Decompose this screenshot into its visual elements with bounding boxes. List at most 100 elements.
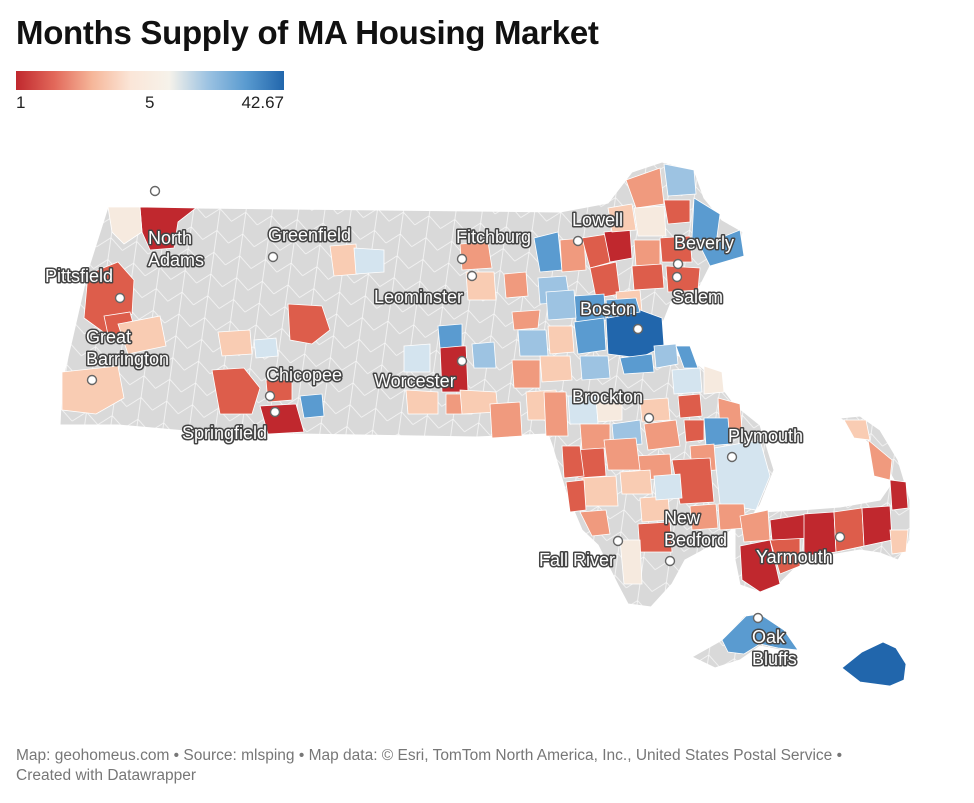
map-title: Months Supply of MA Housing Market — [16, 14, 599, 51]
town-northampton — [217, 329, 253, 357]
city-label-boston: Boston — [580, 299, 636, 319]
town-bourne — [739, 509, 771, 543]
town-cambridge — [605, 297, 641, 319]
town-wellfleet — [867, 439, 893, 481]
town-nantucket — [841, 641, 907, 687]
town-topsfield — [659, 235, 693, 263]
city-dot-salem — [671, 271, 683, 283]
town-ayer — [511, 309, 541, 331]
city-label-beverly: Beverly — [674, 233, 734, 253]
footer-credit-line: Created with Datawrapper — [16, 767, 197, 784]
town-west-boylston — [403, 343, 431, 373]
town-quincy — [619, 353, 655, 375]
city-label-yarmouth: Yarmouth — [756, 547, 833, 567]
town-dedham — [579, 355, 611, 381]
city-dot-chicopee — [264, 390, 276, 402]
city-dot-leominster — [466, 270, 478, 282]
town-beverly — [699, 229, 745, 267]
city-dot-fall-river — [612, 535, 624, 547]
town-georgetown — [663, 199, 691, 225]
legend-min-label: 1 — [16, 93, 26, 112]
town-taunton — [603, 437, 641, 471]
city-dot-yarmouth — [834, 531, 846, 543]
town-hanover — [677, 393, 703, 419]
town-pembroke — [683, 419, 705, 443]
town-hingham — [671, 367, 703, 395]
colored-town-regions — [61, 163, 909, 687]
city-dot-beverly — [672, 258, 684, 270]
town-yarmouth — [833, 507, 865, 553]
city-dot-boston — [632, 323, 644, 335]
city-label-salem: Salem — [672, 287, 723, 307]
footer-source-line: Map: geohomeus.com • Source: mlsping • M… — [16, 747, 843, 764]
town-natick — [539, 355, 573, 383]
town-ludlow — [299, 393, 325, 419]
town-great-barrington — [61, 365, 125, 415]
town-orleans — [889, 479, 909, 511]
massachusetts-map: North Adams Greenfield Fitchburg Lowell Bever… — [44, 161, 911, 687]
city-markers: North Adams Greenfield Fitchburg Lowell Bever… — [44, 185, 846, 671]
town-belchertown — [287, 303, 331, 345]
town-attleboro — [561, 445, 585, 479]
town-brockton — [643, 419, 681, 451]
town-millbury — [405, 389, 439, 415]
city-label-lowell: Lowell — [572, 210, 623, 230]
town-truro — [843, 419, 871, 441]
legend-max-label: 42.67 — [241, 93, 284, 112]
town-falmouth — [739, 539, 781, 593]
town-framingham — [517, 329, 549, 357]
town-medfield — [511, 359, 541, 389]
town-concord — [545, 289, 577, 321]
city-dot-plymouth — [726, 451, 738, 463]
town-swansea — [579, 509, 611, 537]
town-stockbridge — [117, 315, 167, 355]
town-needham — [547, 325, 575, 355]
city-label-north-adams: North Adams — [148, 228, 204, 270]
city-label-oak-bluffs: Oak Bluffs — [752, 627, 797, 669]
city-dot-brockton — [643, 412, 655, 424]
town-dennis — [861, 505, 893, 547]
town-holden — [437, 323, 463, 349]
town-newton — [573, 317, 607, 355]
town-chatham — [889, 529, 909, 555]
city-label-fitchburg: Fitchburg — [456, 227, 531, 247]
town-shrewsbury — [471, 341, 497, 369]
city-dot-worcester — [456, 355, 468, 367]
town-lakeville — [653, 473, 683, 501]
legend-gradient-bar — [16, 71, 284, 90]
city-label-plymouth: Plymouth — [728, 426, 803, 446]
town-westport — [619, 539, 643, 585]
town-westfield — [211, 367, 261, 415]
city-dot-great-barrington — [86, 374, 98, 386]
town-uxbridge — [489, 401, 523, 439]
map-footer: Map: geohomeus.com • Source: mlsping • M… — [16, 746, 946, 786]
city-label-brockton: Brockton — [572, 387, 643, 407]
town-raynham — [619, 469, 653, 495]
city-label-worcester: Worcester — [374, 371, 456, 391]
town-methuen — [607, 203, 637, 233]
city-dot-oak-bluffs — [752, 612, 764, 624]
town-rochester — [689, 503, 719, 531]
town-walpole — [543, 391, 569, 437]
city-label-fall-river: Fall River — [539, 550, 615, 570]
town-cohasset — [703, 365, 725, 395]
city-dot-springfield — [269, 406, 281, 418]
city-label-new-bedford: New Bedford — [664, 508, 727, 550]
town-lancaster — [503, 271, 529, 299]
city-label-springfield: Springfield — [182, 423, 267, 443]
town-williamstown — [107, 206, 143, 245]
city-label-pittsfield: Pittsfield — [45, 266, 113, 286]
town-sharon — [595, 397, 623, 423]
town-orange — [353, 247, 385, 275]
town-hadley — [253, 337, 279, 359]
color-legend: 1 5 42.67 — [16, 71, 284, 112]
legend-mid-label: 5 — [145, 93, 155, 112]
town-seekonk — [565, 479, 587, 513]
city-dot-fitchburg — [456, 253, 468, 265]
city-dot-north-adams — [149, 185, 161, 197]
town-weymouth — [653, 343, 679, 369]
town-rehoboth — [581, 475, 619, 507]
city-label-chicopee: Chicopee — [266, 365, 342, 385]
town-peabody — [631, 263, 665, 291]
city-label-greenfield: Greenfield — [268, 225, 351, 245]
